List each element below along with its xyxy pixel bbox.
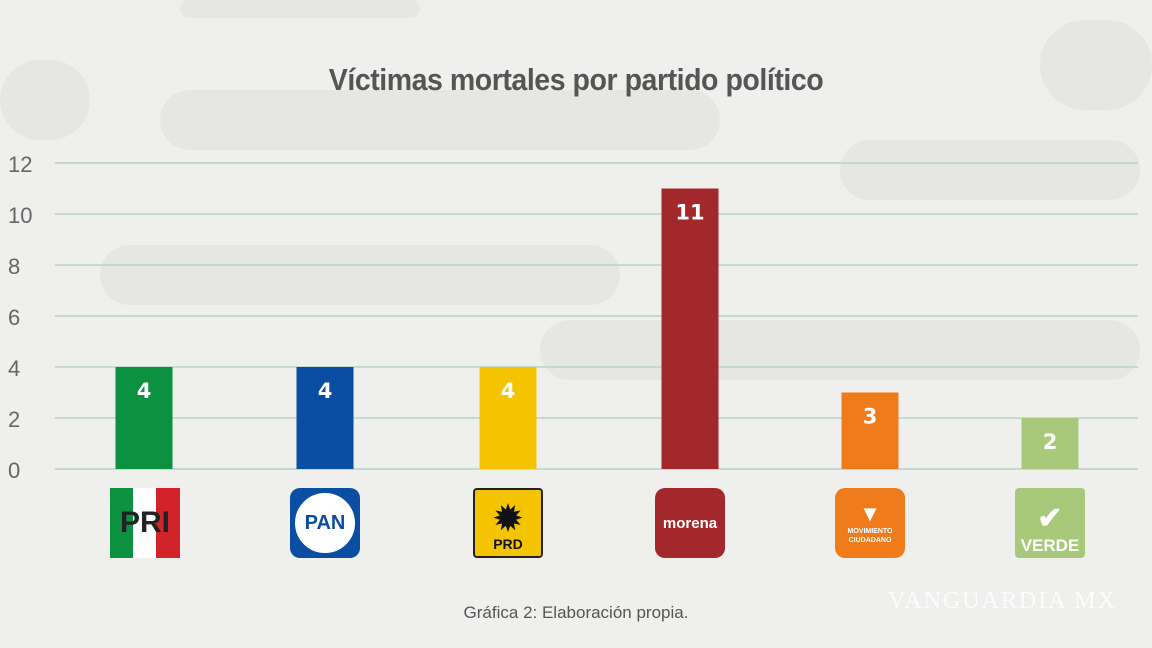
logo-pri-text: PRI [119,506,170,539]
logo-mc-text-bottom: CIUDADANO [848,537,892,544]
bar-pri [115,367,173,469]
logo-prd-text: PRD [493,536,523,552]
logo-morena: morena [655,488,725,558]
chart-caption: Gráfica 2: Elaboración propia. [463,603,689,622]
data-label: 4 [501,379,516,403]
logo-pan-text: PAN [295,493,355,553]
bar-morena [661,188,719,469]
y-tick-label: 6 [8,305,20,330]
chart-title: Víctimas mortales por partido político [328,62,824,97]
bar-prd [479,367,537,469]
logo-prd: ✹ PRD [473,488,543,558]
logo-pan: PAN [290,488,360,558]
logo-movimiento-ciudadano: ▼ MOVIMIENTO CIUDADANO [835,488,905,558]
logo-verde: ✔ VERDE [1015,488,1085,558]
y-tick-label: 10 [8,203,32,228]
watermark: VANGUARDIA MX [888,588,1117,614]
data-label: 11 [675,201,704,225]
data-label: 2 [1043,430,1058,454]
data-label: 3 [863,405,878,429]
eagle-icon: ▼ [859,501,881,526]
data-label: 4 [137,379,152,403]
logo-pri: PRI [110,488,180,558]
y-tick-label: 0 [8,458,20,483]
bar-verde [1021,418,1079,469]
logo-mc-text-top: MOVIMIENTO [847,528,893,535]
check-icon: ✔ [1037,502,1063,535]
y-tick-label: 8 [8,254,20,279]
y-tick-label: 2 [8,407,20,432]
bar-pan [296,367,354,469]
sun-icon: ✹ [493,500,523,538]
logo-verde-text: VERDE [1020,536,1080,555]
data-label: 4 [318,379,333,403]
y-tick-label: 12 [8,152,32,177]
bar-movimiento-ciudadano [841,392,899,469]
y-tick-label: 4 [8,356,20,381]
logo-morena-text: morena [662,514,718,532]
